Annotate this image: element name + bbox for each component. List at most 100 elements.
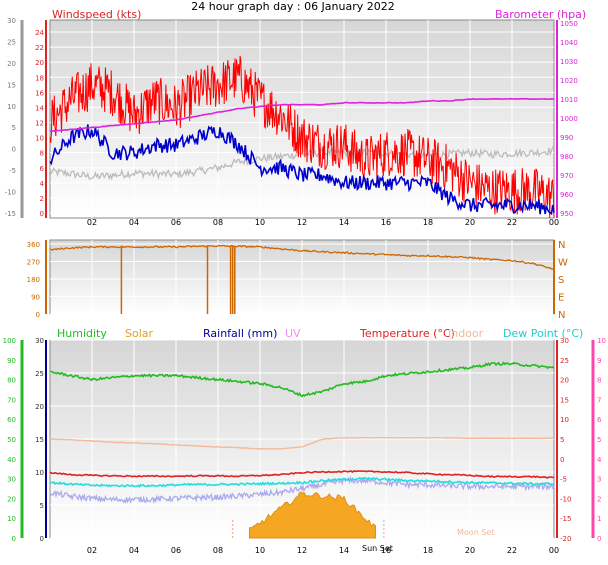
y-tick-label-humidity-inner: 25 (35, 370, 44, 378)
y-tick-label-barometer: 1030 (560, 58, 578, 66)
series-line-windchill (49, 475, 555, 505)
x-tick-label: 22 (507, 546, 517, 555)
y-tick-label-humidity: 40 (7, 456, 16, 464)
y-tick-label-temperature: 10 (560, 416, 569, 424)
y-tick-label-humidity: 30 (7, 476, 16, 484)
x-tick-label: 12 (297, 218, 307, 227)
series-line-grey-trace (49, 146, 555, 181)
y-tick-label-outer: -5 (9, 167, 16, 175)
x-tick-label: 16 (381, 218, 391, 227)
grid-lines (50, 20, 554, 539)
y-tick-label-outer: -15 (5, 210, 16, 218)
y-tick-label-direction: 90 (31, 294, 40, 302)
y-tick-label-humidity-inner: 15 (35, 436, 44, 444)
y-tick-label-humidity: 50 (7, 436, 16, 444)
series-line-dewpoint (49, 476, 555, 488)
y-tick-label-humidity-inner: 20 (35, 403, 44, 411)
y-tick-label-uv: 8 (597, 377, 601, 385)
x-tick-label: 04 (129, 218, 139, 227)
y-tick-label-windspeed: 12 (35, 120, 44, 128)
x-tick-label: 06 (171, 218, 181, 227)
y-tick-label-humidity-inner: 5 (40, 502, 44, 510)
legend-humidity: Humidity (57, 327, 107, 340)
y-tick-label-outer: 30 (7, 17, 16, 25)
y-tick-label-windspeed: 10 (35, 135, 44, 143)
y-tick-label-windspeed: 22 (35, 44, 44, 52)
y-tick-label-compass: N (558, 240, 565, 251)
legend-rainfall: Rainfall (mm) (203, 327, 277, 340)
x-tick-label: 10 (255, 546, 265, 555)
y-tick-label-uv: 3 (597, 476, 601, 484)
legend-solar: Solar (125, 327, 154, 340)
series-line-humidity (49, 361, 555, 398)
y-tick-label-compass: S (558, 275, 564, 286)
y-tick-label-outer: 0 (12, 146, 16, 154)
y-tick-label-uv: 1 (597, 515, 601, 523)
x-tick-label: 20 (465, 218, 475, 227)
y-tick-label-compass: N (558, 310, 565, 321)
y-tick-label-outer: 20 (7, 60, 16, 68)
y-tick-label-outer: 5 (12, 124, 16, 132)
x-tick-label: 16 (381, 546, 391, 555)
y-tick-label-outer: 10 (7, 103, 16, 111)
y-tick-label-humidity: 90 (7, 357, 16, 365)
y-tick-label-barometer: 1040 (560, 39, 578, 47)
x-tick-label: 02 (87, 546, 97, 555)
y-tick-label-barometer: 980 (560, 153, 573, 161)
x-tick-label: 02 (87, 218, 97, 227)
series-line-gust (49, 55, 555, 219)
y-tick-label-uv: 9 (597, 357, 601, 365)
series-line-average-wind (49, 124, 555, 216)
y-tick-label-humidity: 80 (7, 377, 16, 385)
data-series (49, 55, 555, 539)
y-tick-label-windspeed: 18 (35, 74, 44, 82)
y-tick-label-uv: 10 (597, 337, 606, 345)
y-tick-label-temperature: -10 (560, 495, 571, 503)
y-tick-label-uv: 2 (597, 495, 601, 503)
y-tick-label-humidity-inner: 0 (40, 535, 44, 543)
y-tick-label-uv: 4 (597, 456, 602, 464)
y-tick-label-barometer: 970 (560, 172, 573, 180)
y-tick-label-compass: W (558, 258, 568, 269)
y-tick-label-temperature: 5 (560, 436, 564, 444)
series-line-indoor (50, 436, 555, 450)
chart-title: 24 hour graph day : 06 January 2022 (191, 0, 395, 13)
y-tick-label-humidity: 100 (3, 337, 16, 345)
y-tick-label-humidity-inner: 30 (35, 337, 44, 345)
y-tick-label-uv: 6 (597, 416, 602, 424)
y-tick-label-temperature: 15 (560, 396, 569, 404)
x-tick-label: 08 (213, 218, 223, 227)
y-tick-label-windspeed: 0 (40, 210, 44, 218)
y-tick-label-windspeed: 8 (40, 150, 44, 158)
y-tick-label-temperature: -20 (560, 535, 571, 543)
legend-indoor: Indoor (448, 327, 484, 340)
y-tick-label-outer: 15 (7, 81, 16, 89)
y-tick-label-compass: E (558, 293, 564, 304)
y-tick-label-barometer: 1000 (560, 115, 578, 123)
x-tick-label: 18 (423, 218, 433, 227)
x-tick-label: 20 (465, 546, 475, 555)
y-tick-label-barometer: 950 (560, 210, 573, 218)
legend-dewpoint: Dew Point (°C) (503, 327, 583, 340)
y-tick-label-outer: 25 (7, 38, 16, 46)
y-tick-label-humidity: 10 (7, 515, 16, 523)
y-tick-label-windspeed: 14 (35, 104, 44, 112)
x-tick-label: 14 (339, 218, 349, 227)
x-tick-label: 08 (213, 546, 223, 555)
x-tick-label: 14 (339, 546, 349, 555)
y-tick-label-direction: 360 (27, 241, 40, 249)
series-line-barometer (49, 97, 555, 133)
y-tick-label-humidity: 60 (7, 416, 16, 424)
y-tick-label-windspeed: 6 (40, 165, 45, 173)
x-tick-label: 18 (423, 546, 433, 555)
legend-temperature: Temperature (°C) (359, 327, 455, 340)
y-tick-label-barometer: 1050 (560, 20, 578, 28)
series-area-solar (249, 491, 376, 539)
y-tick-label-windspeed: 20 (35, 59, 44, 67)
y-tick-label-windspeed: 2 (40, 195, 44, 203)
y-tick-label-outer: -10 (5, 189, 16, 197)
annotation-moon-set: Moon Set (457, 528, 494, 537)
y-tick-label-direction: 0 (36, 311, 40, 319)
y-tick-label-temperature: -15 (560, 515, 571, 523)
